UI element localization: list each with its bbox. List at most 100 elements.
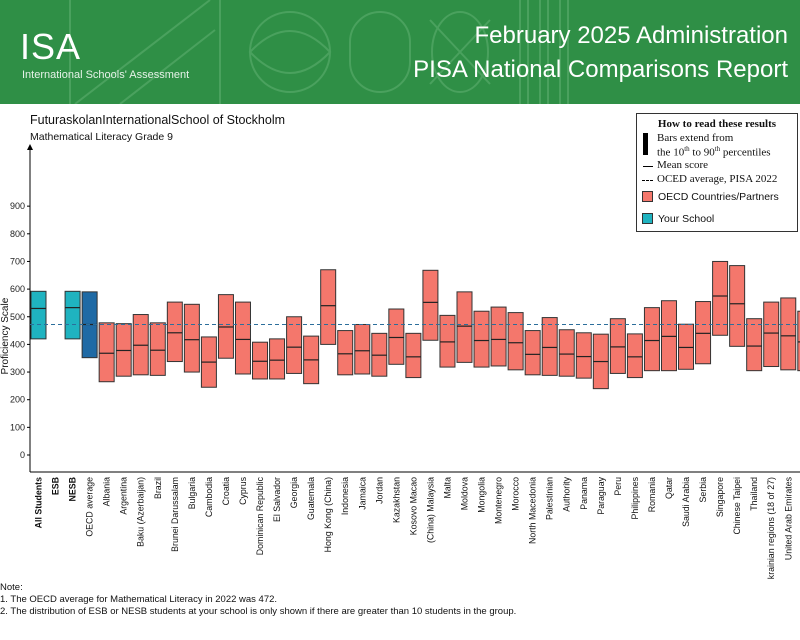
- bar-hong-kong-china-: [320, 269, 337, 345]
- x-tick-label: Albania: [102, 477, 112, 506]
- notes: Note: 1. The OECD average for Mathematic…: [0, 582, 516, 618]
- bar-romania: [643, 307, 660, 372]
- x-tick-label: (China) Malaysia: [425, 477, 435, 543]
- bar-all-students: [30, 290, 47, 340]
- bar-chinese-taipei: [729, 265, 746, 347]
- y-tick-label: 400: [10, 339, 25, 349]
- legend-countries-swatch: [642, 191, 653, 202]
- x-tick-label: Kazakhstan: [391, 477, 401, 523]
- x-tick-label: Authority: [562, 476, 572, 511]
- school-name: FuturaskolanInternationalSchool of Stock…: [30, 113, 286, 127]
- x-tick-label: Panama: [579, 477, 589, 510]
- isa-logo: ISA: [20, 26, 82, 67]
- bar-brunei-darussalam: [166, 301, 183, 363]
- bar-nesb: [64, 290, 81, 340]
- y-tick-label: 300: [10, 367, 25, 377]
- bar-united-arab-emirates: [780, 297, 797, 371]
- x-tick-label: Ukrainian regions (18 of 27): [766, 477, 776, 580]
- y-tick-label: 700: [10, 256, 25, 266]
- bar-georgia: [286, 316, 303, 374]
- bar-peru: [609, 318, 626, 374]
- x-tick-label: Romania: [647, 477, 657, 512]
- x-tick-label: Paraguay: [596, 476, 606, 514]
- x-tick-label: Peru: [613, 477, 623, 496]
- legend-bar-text-2: the 10th to 90th percentiles: [657, 145, 771, 159]
- bar-albania: [98, 322, 115, 383]
- legend-bar-swatch: [643, 133, 648, 155]
- x-tick-label: Cambodia: [204, 477, 214, 517]
- bar-thailand: [746, 318, 763, 372]
- x-tick-label: Hong Kong (China): [323, 477, 333, 552]
- bar--china-malaysia: [422, 269, 439, 341]
- bar-singapore: [712, 260, 729, 336]
- bar-philippines: [626, 333, 643, 379]
- y-tick-label: 100: [10, 422, 25, 432]
- y-axis-arrow: [27, 144, 33, 150]
- y-tick-label: 0: [20, 450, 25, 460]
- x-tick-label: Thailand: [749, 477, 759, 511]
- x-tick-label: Brunei Darussalam: [170, 477, 180, 552]
- note-1: 1. The OECD average for Mathematical Lit…: [0, 594, 278, 605]
- bar-authority: [558, 329, 575, 377]
- x-tick-label: Montenegro: [494, 477, 504, 524]
- legend-bar-text-1: Bars extend from: [657, 132, 734, 144]
- x-tick-label: Georgia: [289, 477, 299, 508]
- report-title-line1: February 2025 Administration: [474, 22, 789, 49]
- bar-north-macedonia: [524, 330, 541, 376]
- y-axis-label: Proficiency Scale: [0, 297, 11, 374]
- bar-montenegro: [490, 306, 507, 367]
- x-tick-label: Qatar: [664, 477, 674, 499]
- x-tick-label: Morocco: [511, 477, 521, 511]
- x-tick-label: Mongolia: [477, 477, 487, 513]
- x-tick-label: Malta: [442, 477, 452, 499]
- x-tick-label: NESB: [68, 477, 78, 501]
- banner-pattern: [69, 0, 569, 104]
- x-tick-label: Kosovo Macao: [408, 477, 418, 535]
- x-tick-label: Palestinian: [545, 477, 555, 520]
- x-tick-label: Indonesia: [340, 477, 350, 515]
- x-tick-label: Serbia: [698, 477, 708, 503]
- bar-saudi-arabia: [678, 323, 695, 370]
- x-tick-label: Chinese Taipei: [732, 477, 742, 535]
- x-tick-label: Moldova: [460, 477, 470, 510]
- x-tick-label: North Macedonia: [528, 477, 538, 544]
- x-tick-label: El Salvador: [272, 477, 282, 522]
- x-tick-label: Argentina: [119, 477, 129, 515]
- bar-jamaica: [354, 323, 371, 375]
- x-tick-label: United Arab Emirates: [783, 476, 793, 560]
- x-tick-label: OECD average: [85, 477, 95, 537]
- bar-bulgaria: [183, 303, 200, 373]
- bar-uruguay: [797, 310, 800, 372]
- bar-malta: [439, 314, 456, 368]
- legend-title: How to read these results: [657, 118, 777, 130]
- bar-serbia: [695, 301, 712, 365]
- legend-mean-swatch: [643, 166, 653, 167]
- proficiency-chart: 0 100 200 300 400 500 600 700 800 900 Proficiency …: [0, 144, 800, 580]
- y-tick-label: 500: [10, 312, 25, 322]
- legend-oecd-swatch: [642, 180, 653, 181]
- chart-legend: How to read these results Bars extend fr…: [636, 113, 798, 232]
- x-tick-label: Guatemala: [306, 477, 316, 520]
- x-tick-label: ESB: [51, 477, 61, 495]
- report-title-line2: PISA National Comparisons Report: [413, 56, 788, 83]
- y-tick-label: 200: [10, 395, 25, 405]
- notes-heading: Note:: [0, 582, 23, 593]
- note-2: 2. The distribution of ESB or NESB stude…: [0, 606, 517, 617]
- x-tick-label: Singapore: [715, 477, 725, 517]
- y-tick-label: 900: [10, 201, 25, 211]
- bar-el-salvador: [269, 338, 286, 380]
- bar-ukrainian-regions-18-of-27-: [763, 301, 780, 368]
- bar-qatar: [660, 300, 677, 372]
- bar-moldova: [456, 291, 473, 363]
- bar-morocco: [507, 312, 524, 371]
- x-tick-label: Croatia: [221, 477, 231, 505]
- isa-logo-subtitle: International Schools' Assessment: [22, 69, 190, 81]
- x-tick-label: Jamaica: [357, 477, 367, 510]
- bar-dominican-republic: [252, 341, 269, 380]
- legend-mean-text: Mean score: [657, 159, 709, 171]
- report-banner: ISA International Schools' Assessment Fe…: [0, 0, 800, 104]
- bar-brazil: [149, 322, 166, 376]
- x-tick-label: Baku (Azerbaijan): [136, 477, 146, 547]
- x-tick-label: All Students: [34, 477, 44, 528]
- bar-panama: [575, 332, 592, 379]
